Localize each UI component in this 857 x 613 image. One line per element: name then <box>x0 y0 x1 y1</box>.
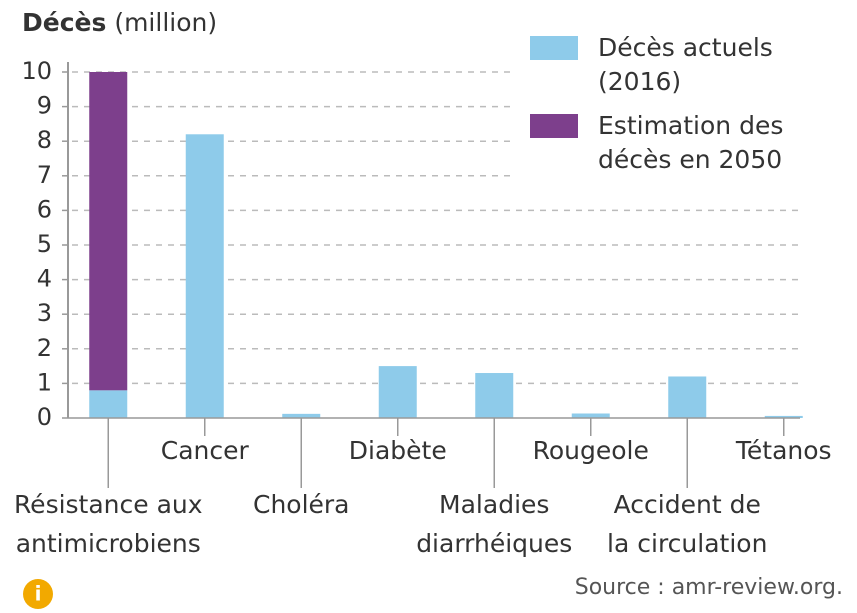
x-tick-label: Cancer <box>161 436 250 465</box>
y-tick-label: 0 <box>37 403 52 431</box>
bar <box>282 413 321 418</box>
y-unit: (million) <box>114 8 217 37</box>
x-tick-label: Accident de <box>614 490 761 519</box>
x-tick-label: Rougeole <box>533 436 649 465</box>
y-tick-label: 5 <box>37 230 52 258</box>
y-tick-label: 4 <box>37 265 52 293</box>
bar <box>89 72 128 391</box>
bar <box>185 134 224 418</box>
x-tick-label: antimicrobiens <box>16 529 201 558</box>
x-tick-label: la circulation <box>607 529 767 558</box>
legend-swatch <box>530 114 578 138</box>
legend-label: Décès actuels (2016) <box>598 33 773 96</box>
y-tick-label: 1 <box>37 368 52 396</box>
legend-swatch <box>530 36 578 60</box>
bar <box>668 376 707 418</box>
y-axis-title: Décès (million) <box>22 8 217 37</box>
legend-label: Estimation des décès en 2050 <box>598 111 784 174</box>
y-label: Décès <box>22 8 106 37</box>
x-tick-label: Choléra <box>253 490 350 519</box>
y-tick-label: 3 <box>37 299 52 327</box>
x-tick-label: Résistance aux <box>14 490 203 519</box>
bar <box>475 373 514 418</box>
y-tick-label: 7 <box>37 161 52 189</box>
y-tick-label: 10 <box>21 57 52 85</box>
bar <box>378 366 417 418</box>
x-tick-label: diarrhéiques <box>416 529 572 558</box>
y-tick-label: 8 <box>37 126 52 154</box>
info-icon-glyph: i <box>35 582 42 606</box>
x-tick-label: Diabète <box>349 436 447 465</box>
y-tick-label: 9 <box>37 92 52 120</box>
x-tick-label: Tétanos <box>735 436 832 465</box>
info-icon[interactable] <box>23 579 53 609</box>
bar <box>89 390 128 418</box>
x-tick-label: Maladies <box>439 490 549 519</box>
y-tick-label: 6 <box>37 195 52 223</box>
bar <box>571 413 610 418</box>
bar <box>764 415 803 418</box>
y-tick-label: 2 <box>37 334 52 362</box>
source: Source : amr-review.org. <box>575 575 843 600</box>
